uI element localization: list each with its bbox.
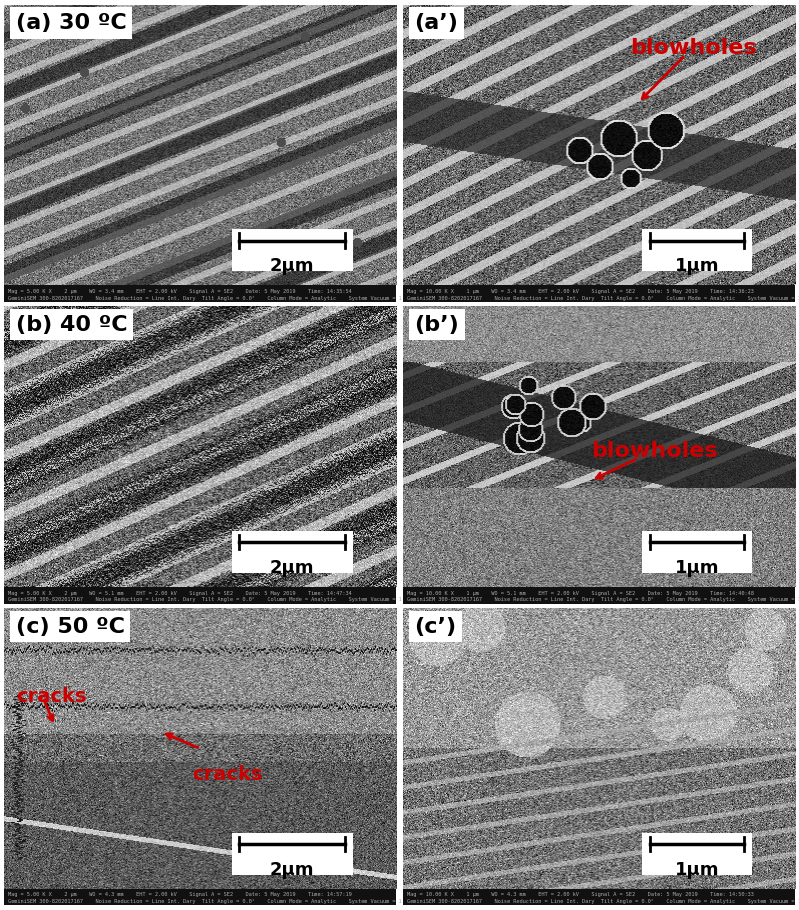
Text: GeminiSEM 300-8202017167    Noise Reduction = Line Int. Dary  Tilt Angle = 0.0° : GeminiSEM 300-8202017167 Noise Reduction… [8, 296, 495, 300]
Text: blowholes: blowholes [630, 38, 757, 58]
Text: (a’): (a’) [415, 13, 459, 33]
Text: GeminiSEM 300-8202017167    Noise Reduction = Line Int. Dary  Tilt Angle = 0.0° : GeminiSEM 300-8202017167 Noise Reduction… [8, 598, 495, 602]
Text: 2μm: 2μm [270, 861, 315, 879]
Text: Mag = 10.00 K X    1 μm    WO = 3.4 mm    EHT = 2.00 kV    Signal A = SE2    Dat: Mag = 10.00 K X 1 μm WO = 3.4 mm EHT = 2… [407, 288, 753, 294]
Text: 1μm: 1μm [674, 861, 719, 879]
Text: 2μm: 2μm [270, 258, 315, 276]
Text: (b’): (b’) [415, 315, 459, 335]
Text: Mag = 10.00 K X    1 μm    WO = 5.1 mm    EHT = 2.00 kV    Signal A = SE2    Dat: Mag = 10.00 K X 1 μm WO = 5.1 mm EHT = 2… [407, 591, 753, 595]
Text: GeminiSEM 300-8202017167    Noise Reduction = Line Int. Dary  Tilt Angle = 0.0° : GeminiSEM 300-8202017167 Noise Reduction… [407, 899, 799, 905]
FancyBboxPatch shape [642, 833, 752, 875]
FancyBboxPatch shape [642, 531, 752, 573]
Text: 1μm: 1μm [674, 559, 719, 577]
FancyBboxPatch shape [232, 833, 353, 875]
Text: GeminiSEM 300-8202017167    Noise Reduction = Line Int. Dary  Tilt Angle = 0.0° : GeminiSEM 300-8202017167 Noise Reduction… [407, 296, 799, 300]
Text: Mag = 5.00 K X    2 μm    WO = 4.3 mm    EHT = 2.00 kV    Signal A = SE2    Date: Mag = 5.00 K X 2 μm WO = 4.3 mm EHT = 2.… [8, 893, 352, 897]
FancyBboxPatch shape [232, 531, 353, 573]
Text: Mag = 10.00 K X    1 μm    WO = 4.3 mm    EHT = 2.00 kV    Signal A = SE2    Dat: Mag = 10.00 K X 1 μm WO = 4.3 mm EHT = 2… [407, 893, 753, 897]
Text: GeminiSEM 300-8202017167    Noise Reduction = Line Int. Dary  Tilt Angle = 0.0° : GeminiSEM 300-8202017167 Noise Reduction… [407, 598, 799, 602]
Text: (b) 40 ºC: (b) 40 ºC [16, 315, 127, 335]
Text: (c’): (c’) [415, 617, 456, 637]
FancyBboxPatch shape [642, 229, 752, 271]
Text: (a) 30 ºC: (a) 30 ºC [16, 13, 126, 33]
Text: (c) 50 ºC: (c) 50 ºC [16, 617, 125, 637]
Text: cracks: cracks [16, 687, 86, 706]
Text: 2μm: 2μm [270, 559, 315, 577]
FancyBboxPatch shape [232, 229, 353, 271]
Text: 1μm: 1μm [674, 258, 719, 276]
Text: cracks: cracks [193, 765, 263, 784]
Text: GeminiSEM 300-8202017167    Noise Reduction = Line Int. Dary  Tilt Angle = 0.0° : GeminiSEM 300-8202017167 Noise Reduction… [8, 899, 495, 905]
Text: Mag = 5.00 K X    2 μm    WO = 3.4 mm    EHT = 2.00 kV    Signal A = SE2    Date: Mag = 5.00 K X 2 μm WO = 3.4 mm EHT = 2.… [8, 288, 352, 294]
Text: Mag = 5.00 K X    2 μm    WO = 5.1 mm    EHT = 2.00 kV    Signal A = SE2    Date: Mag = 5.00 K X 2 μm WO = 5.1 mm EHT = 2.… [8, 591, 352, 595]
Text: blowholes: blowholes [591, 441, 718, 461]
